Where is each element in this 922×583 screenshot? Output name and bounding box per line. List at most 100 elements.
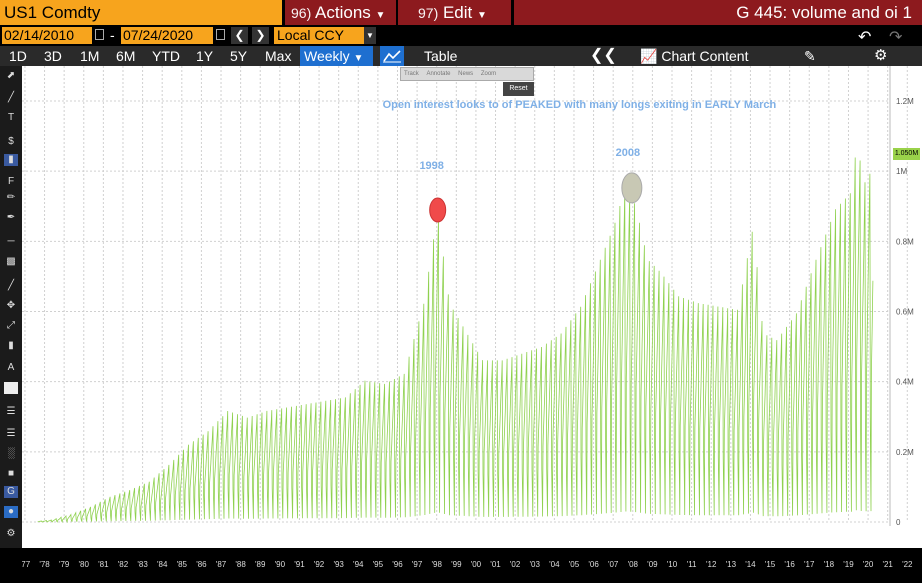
magnet-icon[interactable]: G	[4, 486, 18, 498]
prev-period-button[interactable]: ❮	[231, 27, 248, 44]
color-palette-icon[interactable]: ●	[4, 506, 18, 518]
period-6m[interactable]: 6M	[116, 48, 136, 64]
currency-select[interactable]: Local CCY	[274, 27, 364, 44]
line-chart-icon[interactable]	[380, 46, 404, 66]
horizontal-line-icon[interactable]: ─	[7, 236, 15, 247]
x-tick-label: '85	[177, 560, 188, 569]
drawing-toolbar: ⬈ ╱ T $ ▮ F ✏ ✒ ─ ▩ ╱ ✥ ⤢ ▮ A ☰ ☰ ░ ■ G …	[0, 66, 22, 548]
settings-icon[interactable]: ⚙	[6, 528, 16, 539]
undo-icon[interactable]: ↶	[858, 29, 872, 46]
channel-tool-icon[interactable]: ▩	[6, 256, 16, 267]
ruler-icon[interactable]: ╱	[7, 280, 15, 291]
x-tick-label: '05	[569, 560, 580, 569]
period-ytd[interactable]: YTD	[152, 48, 180, 64]
trash-icon[interactable]: ▮	[8, 340, 14, 351]
x-tick-label: '09	[647, 560, 658, 569]
x-tick-label: '77	[22, 560, 31, 569]
news-button[interactable]: News	[458, 71, 474, 77]
fibonacci-tool-icon[interactable]: F	[7, 176, 15, 187]
x-tick-label: '21	[882, 560, 893, 569]
y-tick-label: 0.8M	[896, 237, 914, 246]
period-3d[interactable]: 3D	[44, 48, 62, 64]
frequency-select[interactable]: Weekly ▼	[300, 46, 373, 66]
zoom-button[interactable]: Zoom	[480, 71, 497, 77]
line-style-icon[interactable]: ☰	[6, 428, 16, 439]
table-button[interactable]: Table	[424, 48, 458, 64]
font-icon[interactable]: A	[7, 362, 15, 373]
snap-icon[interactable]: ■	[7, 468, 15, 479]
annotation-text: Open interest looks to of PEAKED with ma…	[383, 99, 777, 111]
x-tick-label: '81	[98, 560, 109, 569]
chart-icon: 📈	[640, 48, 658, 64]
start-date-input[interactable]: 02/14/2010	[2, 27, 92, 44]
line-tool-icon[interactable]: ╱	[7, 92, 15, 103]
x-tick-label: '80	[79, 560, 90, 569]
chevron-down-icon[interactable]: ▼	[364, 27, 376, 44]
marker-tool-icon[interactable]: ▮	[4, 154, 18, 166]
annotation-label-2008: 2008	[616, 147, 640, 159]
x-tick-label: '88	[235, 560, 246, 569]
double-chevron-left-icon[interactable]: ❮❮	[590, 47, 617, 64]
chevron-down-icon: ▼	[375, 10, 386, 21]
x-tick-label: '89	[255, 560, 266, 569]
x-tick-label: '96	[392, 560, 403, 569]
move-icon[interactable]: ✥	[6, 300, 16, 311]
track-button[interactable]: Track	[404, 71, 419, 77]
calendar-icon[interactable]	[216, 29, 225, 40]
end-date-input[interactable]: 07/24/2020	[121, 27, 213, 44]
chart-content-label: Chart Content	[661, 48, 749, 64]
cursor-icon[interactable]: ⬈	[6, 70, 16, 81]
x-tick-label: '87	[216, 560, 227, 569]
x-tick-label: '98	[431, 560, 442, 569]
edit-menu[interactable]: 97) Edit ▼	[398, 0, 511, 25]
y-tick-label: 1.2M	[896, 97, 914, 106]
chart-plot-area[interactable]: 0 0.2M 0.4M 0.6M 0.8M 1M 1.2M 1998 Open interest…	[22, 66, 922, 548]
text-tool-icon[interactable]: T	[7, 112, 15, 123]
pen-tool-icon[interactable]: ✒	[6, 212, 16, 223]
x-tick-label: '17	[804, 560, 815, 569]
x-tick-label: '07	[608, 560, 619, 569]
y-tick-label: 0.2M	[896, 448, 914, 457]
redo-icon[interactable]: ↷	[889, 29, 903, 46]
chart-svg: 0 0.2M 0.4M 0.6M 0.8M 1M 1.2M 1998 Open interest…	[22, 66, 914, 527]
x-tick-label: '97	[412, 560, 423, 569]
x-tick-label: '79	[59, 560, 70, 569]
resize-icon[interactable]: ⤢	[7, 320, 15, 331]
frequency-label: Weekly	[304, 48, 350, 64]
ticker-field[interactable]: US1 Comdty	[0, 0, 282, 25]
date-row	[0, 26, 922, 46]
calendar-icon[interactable]	[95, 29, 104, 40]
next-period-button[interactable]: ❯	[252, 27, 269, 44]
brush-tool-icon[interactable]: ✏	[6, 192, 16, 203]
x-tick-label: '91	[294, 560, 305, 569]
x-tick-label: '03	[530, 560, 541, 569]
period-1d[interactable]: 1D	[9, 48, 27, 64]
period-5y[interactable]: 5Y	[230, 48, 248, 64]
period-1y[interactable]: 1Y	[196, 48, 214, 64]
pattern-icon[interactable]: ░	[7, 448, 15, 459]
chart-content-button[interactable]: 📈 Chart Content	[640, 46, 749, 66]
x-tick-label: '92	[314, 560, 325, 569]
chart-title: G 445: volume and oi 1	[514, 0, 922, 25]
x-tick-label: '95	[373, 560, 384, 569]
price-tool-icon[interactable]: $	[8, 136, 14, 147]
actions-menu[interactable]: 96) Actions ▼	[285, 0, 396, 25]
y-tick-label: 0.6M	[896, 308, 914, 317]
x-tick-label: '15	[765, 560, 776, 569]
x-tick-label: '82	[118, 560, 129, 569]
x-tick-label: '19	[843, 560, 854, 569]
gear-icon[interactable]: ⚙	[874, 47, 888, 64]
x-tick-label: '22	[902, 560, 913, 569]
line-weight-icon[interactable]: ☰	[6, 406, 16, 417]
x-tick-label: '01	[490, 560, 501, 569]
x-tick-label: '16	[784, 560, 795, 569]
edit-icon[interactable]: ✎	[804, 48, 816, 64]
reset-button[interactable]: Reset	[503, 82, 534, 96]
annotate-button[interactable]: Annotate	[426, 71, 451, 77]
x-tick-label: '86	[196, 560, 207, 569]
period-1m[interactable]: 1M	[80, 48, 100, 64]
fill-color-icon[interactable]	[4, 382, 18, 394]
x-tick-label: '78	[39, 560, 50, 569]
x-tick-label: '00	[471, 560, 482, 569]
period-max[interactable]: Max	[265, 48, 292, 64]
